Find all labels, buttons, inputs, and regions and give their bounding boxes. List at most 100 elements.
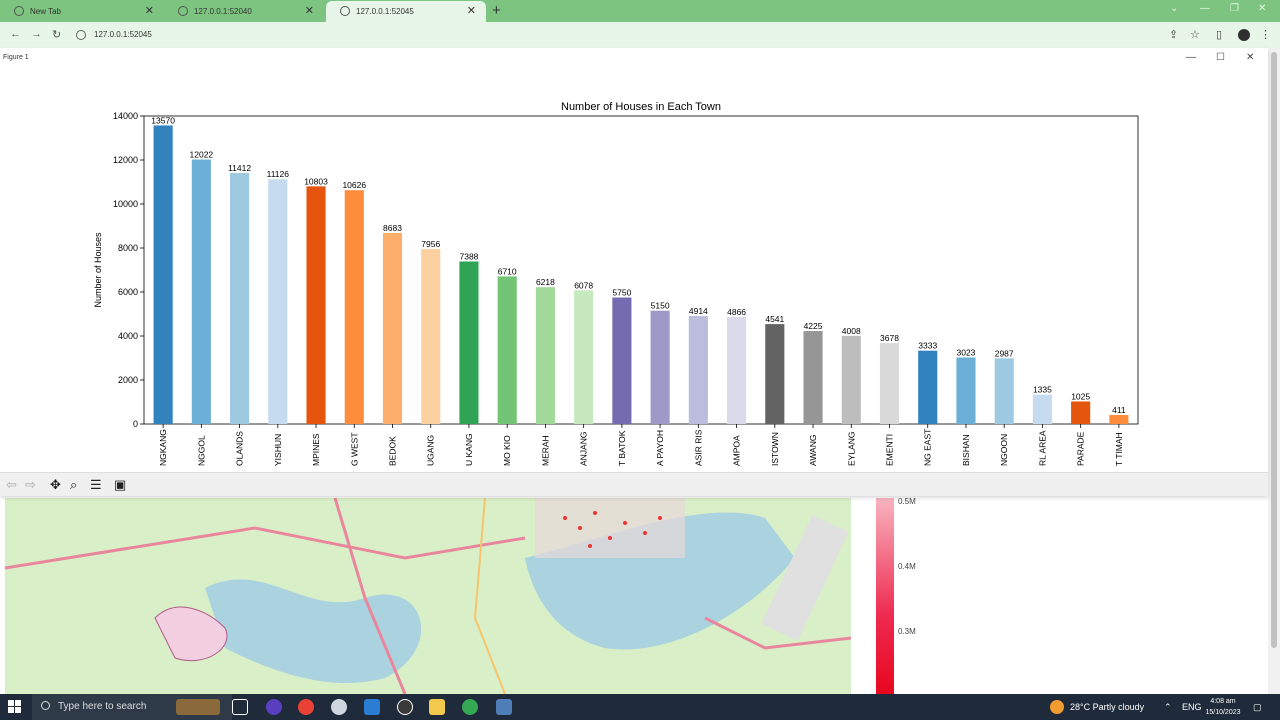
bar	[688, 315, 708, 424]
tab-new-tab[interactable]: New Tab ✕	[0, 1, 164, 22]
globe-icon	[340, 6, 350, 16]
bar	[497, 276, 517, 424]
reload-icon[interactable]: ↻	[52, 29, 62, 41]
figure-window-title: Figure 1	[3, 54, 29, 61]
close-window-icon[interactable]: ✕	[1246, 52, 1255, 63]
chevron-down-icon[interactable]: ⌄	[1170, 3, 1179, 14]
zoom-icon[interactable]: ⌕	[70, 477, 78, 492]
bar-value-label: 7388	[460, 251, 479, 261]
bar	[535, 287, 555, 424]
x-tick-label: NGGOL	[196, 435, 206, 466]
bar	[1032, 394, 1052, 424]
clock-time: 4:08 am	[1210, 698, 1236, 705]
bar-value-label: 5150	[651, 301, 670, 311]
back-arrow-icon[interactable]: ←	[10, 28, 21, 40]
maximize-icon[interactable]: ☐	[1216, 52, 1225, 63]
tab-127-52045[interactable]: 127.0.0.1:52045 ✕	[326, 1, 486, 22]
python-icon[interactable]	[496, 699, 512, 715]
y-tick-label: 14000	[113, 111, 138, 121]
pan-icon[interactable]: ✥	[50, 477, 61, 492]
x-tick-label: PARADE	[1076, 431, 1086, 466]
bar	[765, 324, 785, 424]
back-icon[interactable]: ⇦	[6, 477, 17, 492]
bar-value-label: 3678	[880, 333, 899, 343]
share-icon[interactable]: ⇪	[1169, 29, 1179, 41]
y-tick-label: 8000	[118, 243, 138, 253]
legend-tick: 0.3M	[898, 627, 916, 636]
chrome-icon[interactable]	[298, 699, 314, 715]
y-axis-ticks: 0 2000 4000 6000 8000 10000 12000 14000	[113, 111, 144, 429]
file-explorer-icon[interactable]	[429, 699, 445, 715]
url-text: 127.0.0.1:52045	[94, 30, 152, 39]
x-tick-label: EMENTI	[885, 434, 895, 466]
windows-start-icon[interactable]	[8, 700, 22, 714]
close-icon[interactable]: ✕	[304, 5, 314, 17]
search-placeholder: Type here to search	[58, 701, 147, 712]
language-indicator[interactable]: ENG	[1182, 702, 1202, 712]
minimize-icon[interactable]: —	[1200, 3, 1210, 14]
y-tick-label: 4000	[118, 331, 138, 341]
bar-value-label: 4541	[765, 314, 784, 324]
street-map[interactable]	[5, 498, 851, 694]
notification-icon[interactable]: ▢	[1253, 702, 1262, 712]
x-tick-label: OLANDS	[235, 431, 245, 466]
search-highlight-icon[interactable]	[176, 699, 220, 715]
windows-taskbar: Type here to search 28°C Partly cloudy ⌃…	[0, 694, 1280, 720]
bar-value-label: 4914	[689, 306, 708, 316]
side-panel-icon[interactable]: ▯	[1216, 29, 1223, 41]
x-tick-label: ASIR RIS	[693, 429, 703, 466]
x-tick-label: BEDOK	[388, 436, 398, 466]
vscode-icon[interactable]	[364, 699, 380, 715]
bar-value-label: 4866	[727, 307, 746, 317]
restore-icon[interactable]: ❐	[1230, 3, 1239, 14]
x-tick-label: ISTOWN	[770, 432, 780, 466]
bar	[153, 125, 173, 425]
plot-frame	[143, 115, 1139, 425]
site-info-icon[interactable]	[76, 30, 86, 40]
bar	[803, 331, 823, 424]
bar	[727, 316, 747, 424]
bar	[956, 357, 976, 424]
close-window-icon[interactable]: ✕	[1258, 3, 1267, 14]
forward-arrow-icon[interactable]: →	[31, 28, 42, 40]
bar-value-label: 4008	[842, 326, 861, 336]
figure-window: Figure 1 — ☐ ✕ Number of Houses in Each …	[0, 48, 1268, 496]
minimize-icon[interactable]: —	[1186, 52, 1196, 63]
chevron-up-icon[interactable]: ⌃	[1164, 702, 1172, 712]
chrome-profile-icon[interactable]	[462, 699, 478, 715]
settings-gear-icon[interactable]	[331, 699, 347, 715]
bar-chart: Number of Houses in Each Town Number of …	[93, 101, 1139, 466]
y-tick-label: 10000	[113, 199, 138, 209]
new-tab-plus-icon[interactable]: +	[492, 2, 501, 19]
close-icon[interactable]: ✕	[466, 5, 476, 17]
bar-value-label: 6710	[498, 266, 517, 276]
bar	[268, 179, 288, 424]
profile-avatar[interactable]	[1238, 29, 1250, 41]
taskbar-clock[interactable]: 4:08 am 15/10/2023	[1200, 696, 1246, 718]
figure-toolbar: ⇦ ⇨ ✥ ⌕ ☰ ▣	[0, 472, 1268, 496]
scrollbar-thumb[interactable]	[1271, 52, 1277, 648]
task-view-icon[interactable]	[232, 699, 248, 715]
star-icon[interactable]: ☆	[1190, 29, 1200, 41]
legend-tick: 0.5M	[898, 497, 916, 506]
address-bar[interactable]: 127.0.0.1:52045	[76, 26, 1206, 44]
more-menu-icon[interactable]: ⋮	[1260, 29, 1271, 41]
bar	[918, 350, 938, 424]
save-icon[interactable]: ▣	[114, 477, 127, 492]
x-tick-label: AWANG	[808, 435, 818, 466]
bar-value-label: 1335	[1033, 385, 1052, 395]
x-tick-label: NGKANG	[158, 429, 168, 466]
weather-text[interactable]: 28°C Partly cloudy	[1070, 702, 1145, 712]
weather-icon[interactable]	[1050, 700, 1064, 714]
configure-subplots-icon[interactable]: ☰	[90, 477, 102, 492]
forward-icon[interactable]: ⇨	[25, 477, 36, 492]
close-icon[interactable]: ✕	[144, 5, 154, 17]
obs-icon[interactable]	[266, 699, 282, 715]
bar	[650, 310, 670, 424]
x-tick-label: RL AREA	[1037, 430, 1047, 466]
bar	[879, 343, 900, 424]
github-icon[interactable]	[397, 699, 413, 715]
tab-label: 127.0.0.1:52040	[194, 7, 252, 16]
bar	[994, 358, 1014, 424]
tab-127-52040[interactable]: 127.0.0.1:52040 ✕	[164, 1, 324, 22]
